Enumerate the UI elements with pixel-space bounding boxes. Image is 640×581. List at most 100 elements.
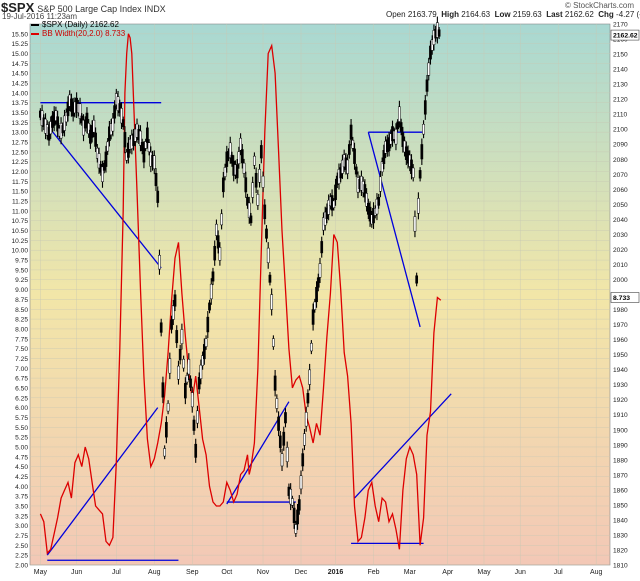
price-candle-body xyxy=(254,172,258,188)
left-tick-label: 2.25 xyxy=(15,553,28,560)
left-tick-label: 3.50 xyxy=(15,503,28,510)
right-tick-label: 2100 xyxy=(613,127,628,134)
price-candle-body xyxy=(310,342,313,352)
left-tick-label: 2.50 xyxy=(15,543,28,550)
price-candle-body xyxy=(289,488,293,505)
left-tick-label: 13.25 xyxy=(11,120,28,127)
price-candle-body xyxy=(185,375,189,383)
x-tick-label: Sep xyxy=(186,569,199,576)
plot-background xyxy=(29,23,611,566)
x-tick-label: Dec xyxy=(295,569,308,576)
left-tick-label: 13.50 xyxy=(11,110,28,117)
left-tick-label: 6.00 xyxy=(15,405,28,412)
last-label: Last xyxy=(546,10,563,19)
price-candle-body xyxy=(334,184,337,200)
price-candle-body xyxy=(365,193,368,207)
price-candle-body xyxy=(230,154,234,164)
price-candle-body xyxy=(154,173,158,187)
left-tick-label: 8.50 xyxy=(15,307,28,314)
price-candle-body xyxy=(353,148,356,164)
left-tick-label: 5.75 xyxy=(15,415,28,422)
price-candle-body xyxy=(266,247,270,264)
price-candle-body xyxy=(253,155,256,166)
price-candle-body xyxy=(270,294,274,310)
price-candle-body xyxy=(170,319,173,330)
right-tick-label: 2130 xyxy=(613,82,628,89)
price-candle-body xyxy=(437,29,441,37)
price-candle-body xyxy=(411,167,415,178)
right-tick-label: 1950 xyxy=(613,352,628,359)
open-label: Open xyxy=(386,10,406,19)
right-tick-label: 2150 xyxy=(613,52,628,59)
left-tick-label: 10.75 xyxy=(11,218,28,225)
right-tick-label: 2070 xyxy=(613,172,628,179)
x-tick-label: Jul xyxy=(112,569,121,576)
price-candle-body xyxy=(211,271,215,282)
price-series xyxy=(39,16,441,537)
price-candle-body xyxy=(394,129,398,145)
chg-label: Chg xyxy=(598,10,614,19)
left-tick-label: 14.25 xyxy=(11,81,28,88)
right-tick-label: 2170 xyxy=(613,22,628,29)
price-candle-body xyxy=(87,122,91,134)
left-tick-label: 15.00 xyxy=(11,51,28,58)
left-tick-label: 12.75 xyxy=(11,140,28,147)
chg-value: -4.27 (-0.20%) xyxy=(616,10,640,19)
left-tick-label: 3.25 xyxy=(15,513,28,520)
price-candle-body xyxy=(251,182,255,198)
price-candle-body xyxy=(349,124,353,140)
left-tick-label: 3.75 xyxy=(15,494,28,501)
price-candle-body xyxy=(94,132,97,147)
price-candle-body xyxy=(221,177,225,193)
left-tick-label: 2.00 xyxy=(15,563,28,570)
price-candle-body xyxy=(332,200,336,208)
price-candle-body xyxy=(256,194,260,206)
x-tick-label: 2016 xyxy=(328,569,344,576)
price-candle-body xyxy=(196,410,199,424)
price-candle-body xyxy=(315,286,318,303)
price-candle-body xyxy=(140,141,144,151)
price-candle-body xyxy=(187,358,191,375)
left-tick-label: 9.00 xyxy=(15,287,28,294)
left-tick-label: 11.00 xyxy=(12,208,28,215)
low-label: Low xyxy=(494,10,511,19)
price-candle-body xyxy=(244,177,248,193)
left-tick-label: 2.75 xyxy=(15,533,28,540)
x-tick-label: Oct xyxy=(221,569,232,576)
right-tick-label: 1920 xyxy=(613,397,628,404)
right-tick-label: 1940 xyxy=(613,367,628,374)
grid xyxy=(30,24,610,566)
price-candle-body xyxy=(403,140,406,153)
price-candle-body xyxy=(218,247,222,261)
price-candle-body xyxy=(201,355,204,366)
right-tick-label: 1860 xyxy=(613,487,628,494)
ohlc-readout: Open 2163.79 High 2164.63 Low 2159.63 La… xyxy=(386,10,640,19)
price-candle-body xyxy=(429,45,432,60)
price-candle-body xyxy=(101,166,104,182)
price-candle-body xyxy=(95,147,99,159)
price-candle-body xyxy=(161,382,165,398)
price-candle-body xyxy=(184,383,187,399)
left-tick-label: 7.75 xyxy=(15,336,28,343)
price-candle-body xyxy=(152,155,156,170)
x-tick-label: Aug xyxy=(148,569,161,576)
price-candle-body xyxy=(413,216,417,232)
price-candle-body xyxy=(216,235,220,249)
left-tick-label: 5.00 xyxy=(15,444,28,451)
price-candle-body xyxy=(246,196,249,206)
price-candle-body xyxy=(420,144,424,160)
price-candle-body xyxy=(380,161,384,173)
left-tick-label: 4.00 xyxy=(15,484,28,491)
price-candle-body xyxy=(259,145,263,159)
price-candle-body xyxy=(351,139,355,149)
price-candle-body xyxy=(147,142,151,152)
price-candle-body xyxy=(258,169,261,183)
left-tick-label: 12.50 xyxy=(11,149,28,156)
price-candle-body xyxy=(139,130,142,146)
price-candle-body xyxy=(247,202,251,219)
price-candle-body xyxy=(85,112,89,128)
price-candle-body xyxy=(173,294,177,307)
legend-price: $SPX (Daily) 2162.62 xyxy=(31,20,119,29)
price-candle-body xyxy=(275,398,279,409)
price-candle-body xyxy=(327,199,330,215)
